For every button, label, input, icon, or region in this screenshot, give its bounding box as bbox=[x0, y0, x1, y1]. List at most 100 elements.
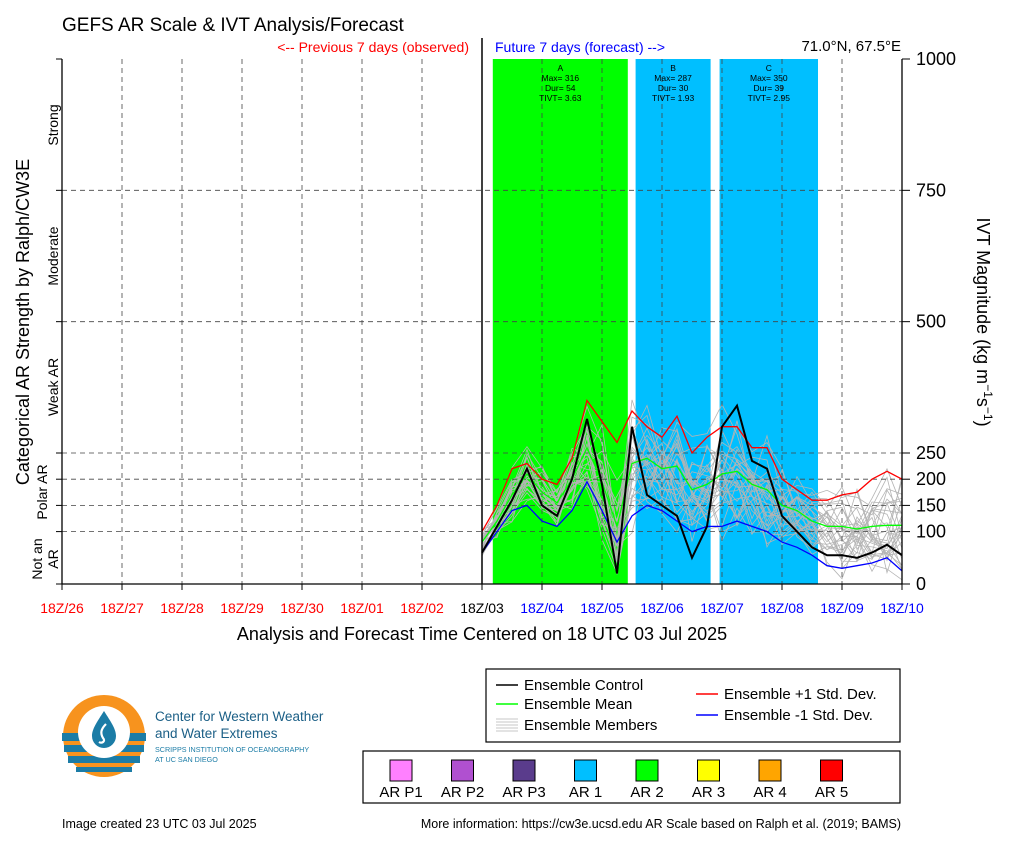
y-tick-label-150: 150 bbox=[916, 495, 946, 515]
ar-annotation-c-3: TIVT= 2.95 bbox=[748, 93, 791, 103]
category-label-not-an: Not an bbox=[29, 538, 45, 579]
category-swatch-6 bbox=[697, 759, 720, 782]
minus-std-line bbox=[481, 480, 903, 572]
category-swatch-2 bbox=[451, 759, 474, 782]
ar-annotation-c-2: Dur= 39 bbox=[754, 83, 785, 93]
ensemble-member-29 bbox=[481, 416, 903, 537]
category-label-ar: AR bbox=[45, 549, 61, 568]
y-tick-label-250: 250 bbox=[916, 443, 946, 463]
line-legend-frame bbox=[485, 668, 901, 743]
x-tick-label-8: 18Z/04 bbox=[520, 600, 564, 616]
line-legend: Ensemble Control Ensemble Mean Ensemble … bbox=[485, 668, 901, 743]
ar-annotation-a-0: A bbox=[557, 63, 563, 73]
category-label-4: AR 1 bbox=[569, 784, 602, 801]
ar-annotation-c-0: C bbox=[766, 63, 772, 73]
logo-wave-band-4 bbox=[76, 767, 132, 772]
ar-annotation-c-1: Max= 350 bbox=[750, 73, 788, 83]
right-axis-title-exp2: −1 bbox=[981, 407, 995, 421]
legend-label-control: Ensemble Control bbox=[524, 677, 643, 694]
left-axis-title: Categorical AR Strength by Ralph/CW3E bbox=[13, 159, 33, 485]
legend-swatch-members bbox=[496, 718, 518, 732]
category-label-moderate: Moderate bbox=[45, 226, 61, 285]
category-swatch-4 bbox=[574, 759, 597, 782]
x-tick-label-13: 18Z/09 bbox=[820, 600, 864, 616]
ar-annotation-b-1: Max= 287 bbox=[654, 73, 692, 83]
logo-line-2: and Water Extremes bbox=[155, 726, 278, 741]
y-tick-label-100: 100 bbox=[916, 522, 946, 542]
right-axis-title-exp1: −1 bbox=[981, 384, 995, 398]
x-tick-label-10: 18Z/06 bbox=[640, 600, 684, 616]
legend-label-members: Ensemble Members bbox=[524, 717, 657, 734]
category-swatch-8 bbox=[820, 759, 843, 782]
category-legend: AR P1 AR P2 AR P3 AR 1 AR 2 AR 3 AR 4 AR 5 bbox=[362, 750, 901, 804]
ensemble-member-8 bbox=[481, 428, 903, 562]
category-swatch-5 bbox=[635, 759, 659, 782]
tick-labels: 18Z/26 18Z/27 18Z/28 18Z/29 18Z/30 18Z/01 18Z/… bbox=[40, 49, 956, 616]
legend-label-mean: Ensemble Mean bbox=[524, 696, 632, 713]
forecast-period-label: Future 7 days (forecast) --> bbox=[495, 39, 665, 55]
x-tick-label-6: 18Z/02 bbox=[400, 600, 444, 616]
ensemble-member-26 bbox=[481, 433, 903, 572]
y-tick-label-200: 200 bbox=[916, 469, 946, 489]
ensemble-member-12 bbox=[481, 442, 903, 549]
right-axis-title-main: IVT Magnitude (kg m bbox=[973, 217, 993, 384]
water-drop-icon bbox=[92, 711, 116, 748]
x-tick-label-7: 18Z/03 bbox=[460, 600, 504, 616]
ensemble-control-line bbox=[481, 403, 903, 574]
ensemble-member-23 bbox=[481, 427, 903, 542]
x-tick-label-11: 18Z/07 bbox=[700, 600, 744, 616]
category-label-7: AR 4 bbox=[753, 784, 786, 801]
logo-line-4: AT UC SAN DIEGO bbox=[155, 755, 218, 764]
drop-highlight-icon bbox=[98, 723, 107, 744]
logo-line-3: SCRIPPS INSTITUTION OF OCEANOGRAPHY bbox=[155, 745, 309, 754]
x-tick-label-9: 18Z/05 bbox=[580, 600, 624, 616]
ar-annotation-b-2: Dur= 30 bbox=[658, 83, 689, 93]
category-label-3: AR P3 bbox=[502, 784, 545, 801]
logo-wave-band-3 bbox=[68, 756, 140, 763]
ensemble-mean-line bbox=[481, 446, 902, 543]
ensemble-member-27 bbox=[481, 435, 903, 571]
observed-period-label: <-- Previous 7 days (observed) bbox=[277, 39, 469, 55]
ensemble-series bbox=[481, 398, 903, 574]
x-tick-label-4: 18Z/30 bbox=[280, 600, 324, 616]
location-label: 71.0°N, 67.5°E bbox=[801, 38, 901, 55]
x-tick-label-12: 18Z/08 bbox=[760, 600, 804, 616]
legend-label-plus-std: Ensemble +1 Std. Dev. bbox=[724, 686, 877, 703]
ar-annotation-b-0: B bbox=[670, 63, 676, 73]
ensemble-member-28 bbox=[481, 403, 903, 536]
footer-created: Image created 23 UTC 03 Jul 2025 bbox=[62, 817, 257, 831]
footer-more-info: More information: https://cw3e.ucsd.edu … bbox=[421, 817, 901, 831]
right-axis-title: IVT Magnitude (kg m−1s−1) bbox=[973, 217, 995, 426]
grid-lines bbox=[62, 59, 902, 584]
legend-label-minus-std: Ensemble -1 Std. Dev. bbox=[724, 707, 873, 724]
x-axis-title: Analysis and Forecast Time Centered on 1… bbox=[237, 624, 727, 644]
category-label-polar-ar: Polar AR bbox=[34, 464, 50, 519]
x-tick-label-1: 18Z/27 bbox=[100, 600, 144, 616]
ar-annotation-b-3: TIVT= 1.93 bbox=[652, 93, 695, 103]
ensemble-member-15 bbox=[481, 440, 903, 559]
x-tick-label-3: 18Z/29 bbox=[220, 600, 264, 616]
ensemble-members bbox=[481, 399, 903, 581]
ar-annotation-a-1: Max= 316 bbox=[542, 73, 580, 83]
x-tick-label-2: 18Z/28 bbox=[160, 600, 204, 616]
ar-annotation-a-2: Dur= 54 bbox=[545, 83, 576, 93]
y-tick-label-0: 0 bbox=[916, 574, 926, 594]
ar-annotation-a-3: TIVT= 3.63 bbox=[539, 93, 582, 103]
category-label-2: AR P2 bbox=[441, 784, 484, 801]
ensemble-member-30 bbox=[481, 405, 903, 543]
category-label-8: AR 5 bbox=[815, 784, 848, 801]
ensemble-member-7 bbox=[481, 448, 903, 575]
x-tick-label-5: 18Z/01 bbox=[340, 600, 384, 616]
category-label-5: AR 2 bbox=[630, 784, 663, 801]
axes bbox=[56, 38, 910, 590]
x-tick-label-0: 18Z/26 bbox=[40, 600, 84, 616]
category-label-weak-ar: Weak AR bbox=[45, 358, 61, 416]
category-swatch-7 bbox=[758, 759, 782, 782]
y-tick-label-750: 750 bbox=[916, 180, 946, 200]
category-swatch-1 bbox=[389, 759, 413, 782]
category-label-1: AR P1 bbox=[379, 784, 422, 801]
chart-title: GEFS AR Scale & IVT Analysis/Forecast bbox=[62, 15, 404, 36]
right-axis-title-mid: s bbox=[973, 398, 993, 407]
